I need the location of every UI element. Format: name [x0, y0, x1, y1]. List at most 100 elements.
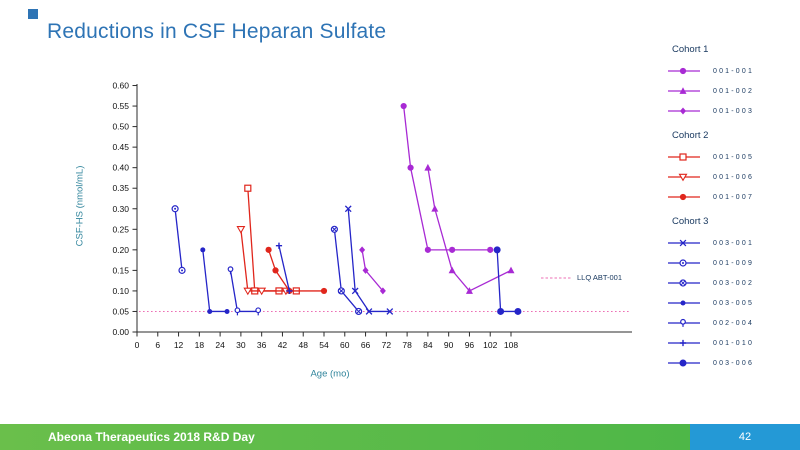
legend-marker-sample	[668, 193, 700, 201]
legend-item-003-002: 003-002	[666, 273, 798, 293]
legend-group-cohort-3: Cohort 3 003-001 001-009 003-002 003-005 002-…	[666, 216, 798, 373]
legend-marker-sample	[668, 153, 700, 161]
y-tick-label: 0.05	[112, 306, 129, 316]
data-point-marker	[497, 307, 505, 315]
legend-marker-sample	[668, 300, 700, 306]
data-point-marker	[255, 307, 262, 316]
x-tick-label: 24	[215, 340, 225, 350]
y-tick-label: 0.15	[112, 265, 129, 275]
legend-item-001-010: 001-010	[666, 333, 798, 353]
y-tick-label: 0.55	[112, 101, 129, 111]
series-003-005	[200, 247, 230, 314]
legend-item-001-007: 001-007	[666, 187, 798, 207]
x-tick-label: 0	[135, 340, 140, 350]
x-tick-label: 66	[361, 340, 371, 350]
legend-marker-sample	[668, 87, 700, 94]
data-point-marker	[407, 164, 414, 171]
series-line	[278, 245, 291, 292]
slide-logo-mark	[28, 9, 38, 19]
series-003-002	[330, 225, 363, 316]
llq-annotation: LLQ ABT-001	[540, 273, 622, 282]
data-point-marker	[257, 287, 267, 296]
x-tick-label: 90	[444, 340, 454, 350]
x-tick-label: 6	[155, 340, 160, 350]
data-point-marker	[680, 107, 686, 115]
legend-item-001-001: 001-001	[666, 61, 798, 81]
legend-item-001-006: 001-006	[666, 167, 798, 187]
data-point-marker	[679, 279, 687, 287]
series-001-010	[275, 242, 293, 295]
data-point-marker	[224, 308, 230, 314]
legend-item-003-001: 003-001	[666, 233, 798, 253]
x-tick-label: 60	[340, 340, 350, 350]
data-point-marker	[680, 318, 686, 327]
legend-cohort-header: Cohort 1	[672, 44, 709, 55]
data-point-marker	[424, 246, 431, 253]
series-line	[347, 208, 390, 313]
data-point-marker	[386, 308, 394, 315]
data-point-marker	[400, 102, 407, 110]
legend-group-cohort-2: Cohort 2 001-005 001-006 001-007	[666, 130, 798, 207]
series-line	[403, 105, 491, 251]
data-point-marker	[507, 266, 515, 274]
data-point-marker	[272, 267, 279, 274]
legend-marker-sample	[668, 359, 700, 367]
legend-series-label: 001-010	[713, 339, 755, 347]
legend-item-001-009: 001-009	[666, 253, 798, 273]
series-line	[202, 249, 228, 313]
data-point-marker	[487, 246, 494, 253]
series-003-006	[493, 246, 522, 315]
x-tick-label: 42	[278, 340, 288, 350]
x-tick-label: 54	[319, 340, 329, 350]
y-tick-label: 0.00	[112, 327, 129, 337]
series-003-001	[344, 205, 394, 315]
legend-marker-sample	[668, 279, 700, 287]
llq-dashed-line-sample	[541, 276, 571, 279]
data-point-marker	[236, 226, 246, 234]
data-point-marker	[679, 193, 687, 201]
legend-marker-sample	[668, 259, 700, 267]
y-tick-label: 0.40	[112, 163, 129, 173]
data-point-marker	[200, 247, 206, 253]
data-point-marker	[265, 246, 272, 253]
x-axis-title: Age (mo)	[310, 368, 350, 380]
data-point-marker	[465, 287, 473, 294]
series-001-005	[244, 184, 300, 295]
data-point-marker	[679, 153, 687, 161]
x-tick-label: 72	[382, 340, 392, 350]
data-point-marker	[679, 259, 687, 267]
legend-item-001-005: 001-005	[666, 147, 798, 167]
data-point-marker	[379, 287, 386, 295]
legend-group-cohort-1: Cohort 1 001-001 001-002 001-003	[666, 44, 798, 121]
x-tick-label: 12	[174, 340, 184, 350]
series-001-009	[171, 205, 186, 274]
data-point-marker	[337, 287, 345, 295]
legend-item-001-003: 001-003	[666, 101, 798, 121]
series-line	[247, 188, 297, 292]
footer-banner: Abeona Therapeutics 2018 R&D Day	[0, 424, 690, 450]
chart-legend: Cohort 1 001-001 001-002 001-003 Cohort 2 001…	[666, 40, 798, 382]
data-point-marker	[679, 239, 687, 247]
data-point-marker	[365, 308, 373, 315]
data-point-marker	[449, 246, 456, 253]
data-point-marker	[679, 359, 687, 367]
series-line	[174, 208, 183, 271]
legend-series-label: 001-009	[713, 259, 755, 267]
series-001-007	[265, 246, 328, 295]
page-number-box: 42	[690, 424, 800, 450]
series-001-002	[424, 163, 515, 294]
legend-marker-sample	[668, 67, 700, 75]
data-point-marker	[243, 287, 253, 296]
page-number: 42	[738, 431, 752, 443]
data-point-marker	[178, 266, 186, 274]
data-point-marker	[330, 225, 338, 233]
data-point-marker	[344, 205, 352, 213]
data-point-marker	[679, 87, 687, 94]
legend-series-label: 002-004	[713, 319, 755, 327]
data-point-marker	[207, 308, 213, 314]
legend-series-label: 001-007	[713, 193, 755, 201]
series-001-001	[400, 102, 494, 253]
legend-series-label: 001-001	[713, 67, 755, 75]
legend-series-label: 003-005	[713, 299, 755, 307]
